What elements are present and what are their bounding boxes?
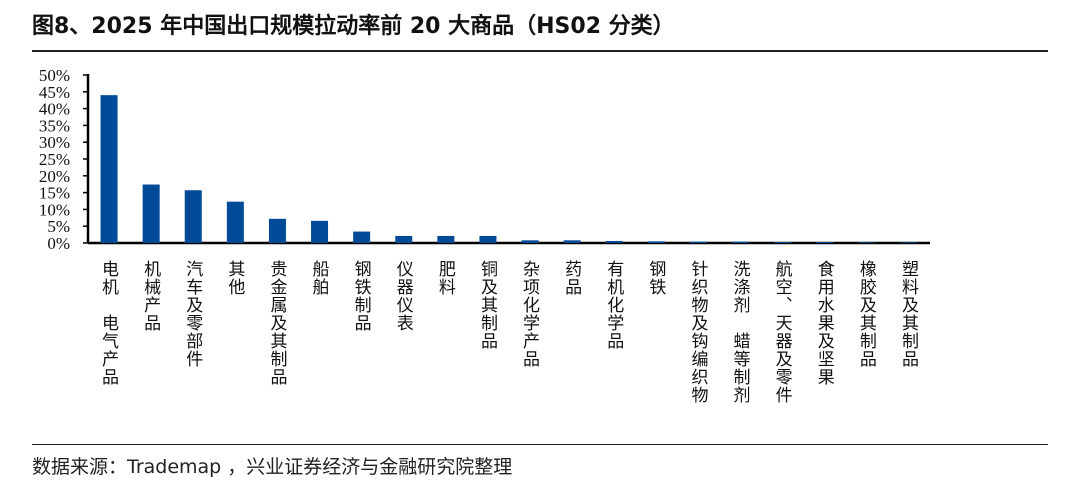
x-tick-label: 杂项化学产品 <box>519 260 540 368</box>
x-tick-label: 船舶 <box>308 260 329 296</box>
x-tick-label: 其他 <box>224 260 245 296</box>
figure-title: 图8、2025 年中国出口规模拉动率前 20 大商品（HS02 分类） <box>32 14 675 39</box>
x-tick-label: 洗涤剂 蜡等制剂 <box>729 260 750 404</box>
y-tick-label: 15% <box>39 184 70 203</box>
bar <box>647 241 665 243</box>
x-tick-label: 航空、天器及零件 <box>771 260 792 404</box>
bar <box>563 240 581 243</box>
x-tick-label: 针织物及钩编织物 <box>687 260 708 404</box>
bar <box>605 240 623 243</box>
bar <box>816 241 834 243</box>
bar <box>774 241 792 243</box>
y-tick-label: 45% <box>39 83 70 102</box>
source-note: 数据来源：Trademap ，兴业证券经济与金融研究院整理 <box>32 456 513 478</box>
bar <box>226 201 244 243</box>
x-tick-label: 橡胶及其制品 <box>855 260 876 368</box>
x-tick-label: 药品 <box>561 260 582 296</box>
bar <box>142 184 160 243</box>
y-tick-label: 10% <box>39 200 70 219</box>
bottom-divider <box>32 444 1048 445</box>
x-tick-label: 肥料 <box>434 260 455 296</box>
x-tick-label: 钢铁制品 <box>350 260 371 332</box>
y-tick-label: 25% <box>39 150 70 169</box>
x-tick-label: 钢铁 <box>645 260 666 296</box>
x-tick-label: 食用水果及坚果 <box>813 260 834 386</box>
y-tick-label: 40% <box>39 100 70 119</box>
top-divider <box>32 50 1048 52</box>
y-tick-label: 5% <box>47 217 70 236</box>
x-tick-label: 仪器仪表 <box>392 260 413 332</box>
bar <box>479 235 497 243</box>
y-tick-label: 50% <box>39 66 70 85</box>
bar <box>437 235 455 243</box>
bar <box>689 241 707 243</box>
y-tick-label: 30% <box>39 133 70 152</box>
bar <box>858 242 876 243</box>
x-tick-label: 汽车及零部件 <box>182 260 203 368</box>
y-tick-label: 20% <box>39 167 70 186</box>
x-tick-label: 贵金属及其制品 <box>266 260 287 386</box>
bar <box>521 240 539 243</box>
x-tick-label: 铜及其制品 <box>476 260 497 350</box>
bar <box>732 241 750 243</box>
bar <box>395 235 413 243</box>
bar <box>268 218 286 243</box>
x-tick-label: 有机化学品 <box>603 260 624 350</box>
bar <box>184 190 202 243</box>
x-tick-label: 塑料及其制品 <box>897 260 918 368</box>
bar <box>100 95 118 243</box>
bar <box>353 231 371 243</box>
bar <box>311 220 329 243</box>
y-tick-label: 35% <box>39 116 70 135</box>
x-tick-label: 机械产品 <box>140 260 161 332</box>
x-tick-label: 电机 电气产品 <box>98 260 119 386</box>
bar <box>900 242 918 243</box>
y-tick-label: 0% <box>47 234 70 253</box>
